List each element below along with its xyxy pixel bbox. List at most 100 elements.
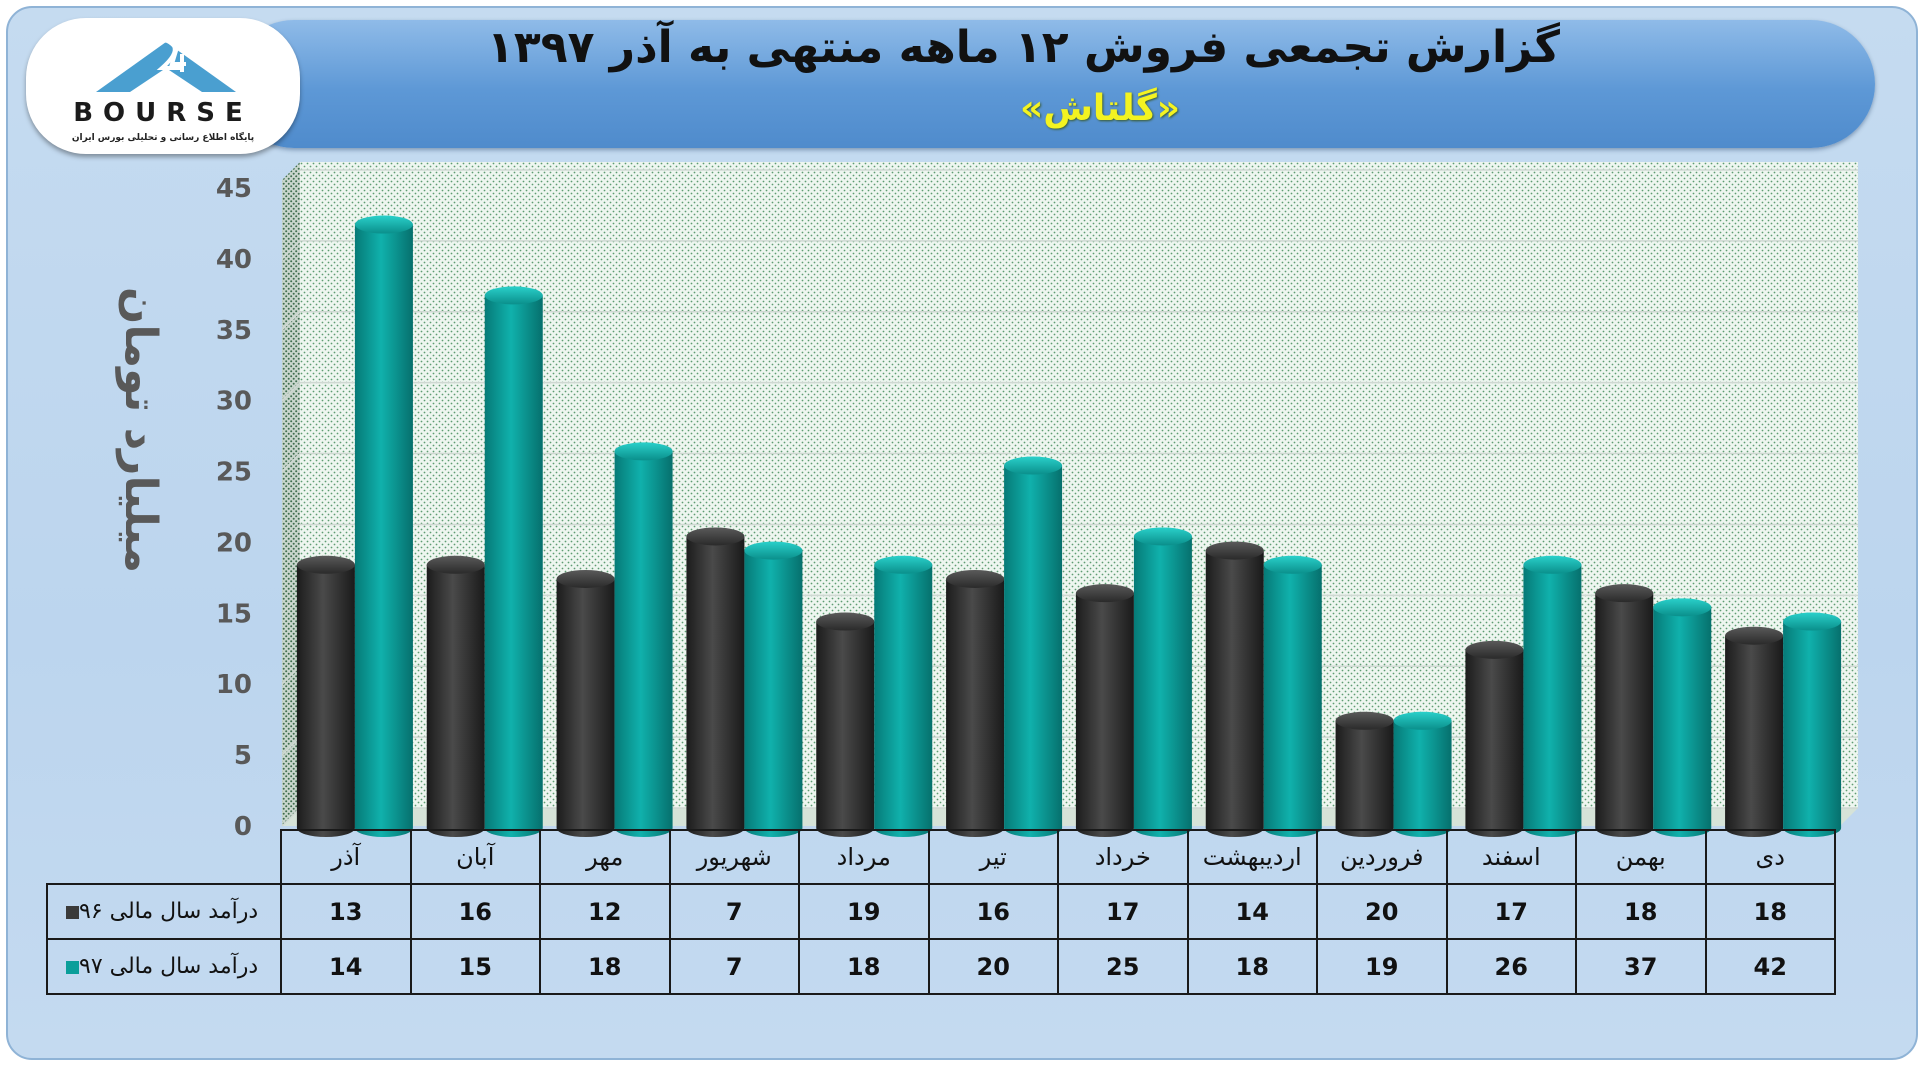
logo-mark-icon: [96, 38, 236, 92]
y-tick-label: 30: [216, 387, 252, 417]
table-category-cell: تیر: [927, 829, 1059, 885]
table-value-cell: 7: [668, 883, 800, 940]
bar-body: [1004, 465, 1063, 837]
table-category-cell: مهر: [539, 829, 671, 885]
bar: [1004, 456, 1063, 837]
table-category-cell: اسفند: [1445, 829, 1577, 885]
gridline-side: [281, 240, 301, 260]
table-value-cell: 20: [1316, 883, 1448, 940]
table-value-cell: 16: [409, 883, 541, 940]
bar: [1653, 598, 1712, 837]
bar: [1523, 555, 1582, 837]
y-axis-title-text: میلیارد تومان: [115, 286, 166, 574]
bar: [354, 215, 413, 838]
legend-key-icon: [66, 905, 79, 919]
table-category-cell: خرداد: [1057, 829, 1189, 885]
y-tick-label: 40: [216, 245, 252, 275]
bar-cap: [744, 541, 803, 560]
bar: [1595, 584, 1654, 837]
bar-body: [1075, 593, 1134, 837]
bar-body: [1133, 536, 1192, 837]
floor: [282, 808, 1858, 826]
logo-wordmark: BOURSE: [73, 98, 253, 128]
gridline-side: [281, 169, 301, 189]
chart-title: گزارش تجمعی فروش ۱۲ ماهه منتهی به آذر ۱۳…: [487, 22, 1560, 73]
gridline-side: [281, 311, 301, 331]
bar-cap: [1523, 555, 1582, 574]
bar-cap: [1335, 711, 1394, 730]
legend-key-icon: [66, 960, 79, 974]
bar-cap: [296, 555, 355, 574]
bar: [1465, 640, 1524, 837]
bar: [1783, 612, 1842, 837]
bar: [744, 541, 803, 837]
y-tick-label: 5: [234, 741, 252, 771]
bar-body: [1205, 550, 1264, 837]
table-value-cell: 14: [1186, 883, 1318, 940]
table-category-cell: مرداد: [798, 829, 930, 885]
bar-cap: [1133, 527, 1192, 546]
table-value-cell: 18: [798, 938, 930, 995]
bar-cap: [816, 612, 875, 631]
y-tick-label: 45: [216, 174, 252, 204]
bar: [556, 569, 615, 837]
table-corner: [47, 830, 281, 884]
table-category-cell: بهمن: [1575, 829, 1707, 885]
bar: [1133, 527, 1192, 837]
bar-body: [816, 621, 875, 837]
table-value-cell: 14: [280, 938, 412, 995]
bar: [426, 555, 485, 837]
bar-cap: [484, 286, 543, 305]
y-tick-label: 20: [216, 528, 252, 558]
bar-body: [1523, 564, 1582, 837]
table-value-cell: 12: [539, 883, 671, 940]
table-value-cell: 13: [280, 883, 412, 940]
bar-cap: [1653, 598, 1712, 617]
bar-body: [1393, 720, 1452, 837]
series-label: درآمد سال مالی ۹۷: [46, 938, 282, 995]
bar: [1075, 584, 1134, 837]
bar: [816, 612, 875, 837]
bar-body: [426, 564, 485, 837]
bar-cap: [686, 527, 745, 546]
table-value-cell: 25: [1057, 938, 1189, 995]
table-value-cell: 19: [798, 883, 930, 940]
y-tick-label: 25: [216, 458, 252, 488]
y-tick-label: 35: [216, 316, 252, 346]
table-value-cell: 20: [927, 938, 1059, 995]
data-table: آذر آبان مهر شهریور مرداد تیر خرداد اردیبهشت فرو…: [46, 829, 1836, 995]
table-value-cell: 15: [409, 938, 541, 995]
table-value-cell: 18: [1575, 883, 1707, 940]
series-name: درآمد سال مالی ۹۶: [79, 899, 259, 924]
side-wall: [282, 162, 300, 826]
table-category-cell: شهریور: [668, 829, 800, 885]
bar-body: [1725, 635, 1784, 837]
table-value-cell: 7: [668, 938, 800, 995]
bar-body: [556, 578, 615, 837]
y-axis-ticks: 0 5 10 15 20 25 30 35 40 45: [216, 174, 252, 842]
gridline-side: [281, 382, 301, 402]
y-tick-label: 0: [234, 812, 252, 842]
bar-body: [1783, 621, 1842, 837]
chart-subtitle: «گلتاش»: [1019, 88, 1181, 129]
series-label: درآمد سال مالی ۹۶: [46, 883, 282, 940]
bar-body: [354, 224, 413, 838]
bar-body: [1465, 649, 1524, 837]
bar-cap: [1004, 456, 1063, 475]
bar-body: [484, 295, 543, 837]
bourse24-logo: BOURSE پایگاه اطلاع رسانی و تحلیلی بورس …: [26, 18, 300, 154]
table-category-row: آذر آبان مهر شهریور مرداد تیر خرداد اردیبهشت فرو…: [47, 829, 1836, 885]
bar-cap: [614, 442, 673, 461]
table-value-cell: 18: [1186, 938, 1318, 995]
y-tick-label: 10: [216, 670, 252, 700]
bar-cap: [946, 569, 1005, 588]
bar-body: [1595, 593, 1654, 837]
table-category-cell: دی: [1704, 829, 1836, 885]
table-value-cell: 26: [1445, 938, 1577, 995]
table-row: درآمد سال مالی ۹۷ 14 15 18 7 18 20 25 18 19 26 37 42: [46, 938, 1836, 995]
bar: [946, 569, 1005, 837]
table-value-cell: 16: [927, 883, 1059, 940]
bar-body: [874, 564, 933, 837]
bar: [1725, 626, 1784, 837]
